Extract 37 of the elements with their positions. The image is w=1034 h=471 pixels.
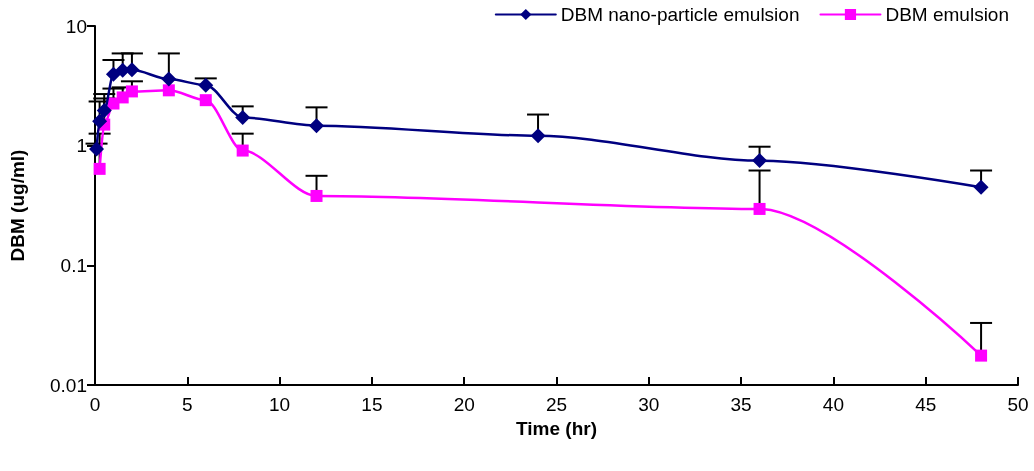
- point: [96, 102, 112, 118]
- point: [125, 85, 138, 98]
- point: [309, 118, 325, 134]
- x-tick-label: 45: [915, 394, 937, 415]
- x-tick-label: 20: [453, 394, 475, 415]
- point: [199, 94, 212, 107]
- legend-label: DBM emulsion: [885, 4, 1010, 25]
- x-tick-label: 10: [269, 394, 291, 415]
- x-tick-label: 30: [638, 394, 660, 415]
- y-tick-label: 0.01: [50, 374, 87, 396]
- point: [161, 71, 177, 87]
- x-tick-label: 50: [1007, 394, 1029, 415]
- x-tick-label: 15: [361, 394, 383, 415]
- y-axis-title: DBM (ug/ml): [7, 149, 28, 262]
- y-tick-label: 10: [65, 15, 87, 37]
- y-tick-label: 0.1: [60, 254, 87, 276]
- x-tick-label: 0: [89, 394, 101, 415]
- point: [92, 113, 108, 129]
- point: [530, 128, 546, 144]
- point: [105, 66, 121, 82]
- point: [310, 189, 323, 202]
- x-tick-label: 5: [182, 394, 193, 415]
- point: [198, 77, 214, 93]
- point: [236, 144, 249, 157]
- point: [973, 179, 989, 195]
- point: [752, 153, 768, 169]
- x-tick-label: 40: [822, 394, 844, 415]
- point: [975, 349, 988, 362]
- legend-label: DBM nano-particle emulsion: [560, 4, 800, 25]
- point: [753, 202, 766, 215]
- point: [162, 84, 175, 97]
- point: [93, 162, 106, 175]
- x-tick-label: 35: [730, 394, 752, 415]
- point: [235, 109, 251, 125]
- y-tick-label: 1: [76, 135, 87, 157]
- x-axis-title: Time (hr): [516, 418, 597, 439]
- x-tick-label: 25: [545, 394, 568, 415]
